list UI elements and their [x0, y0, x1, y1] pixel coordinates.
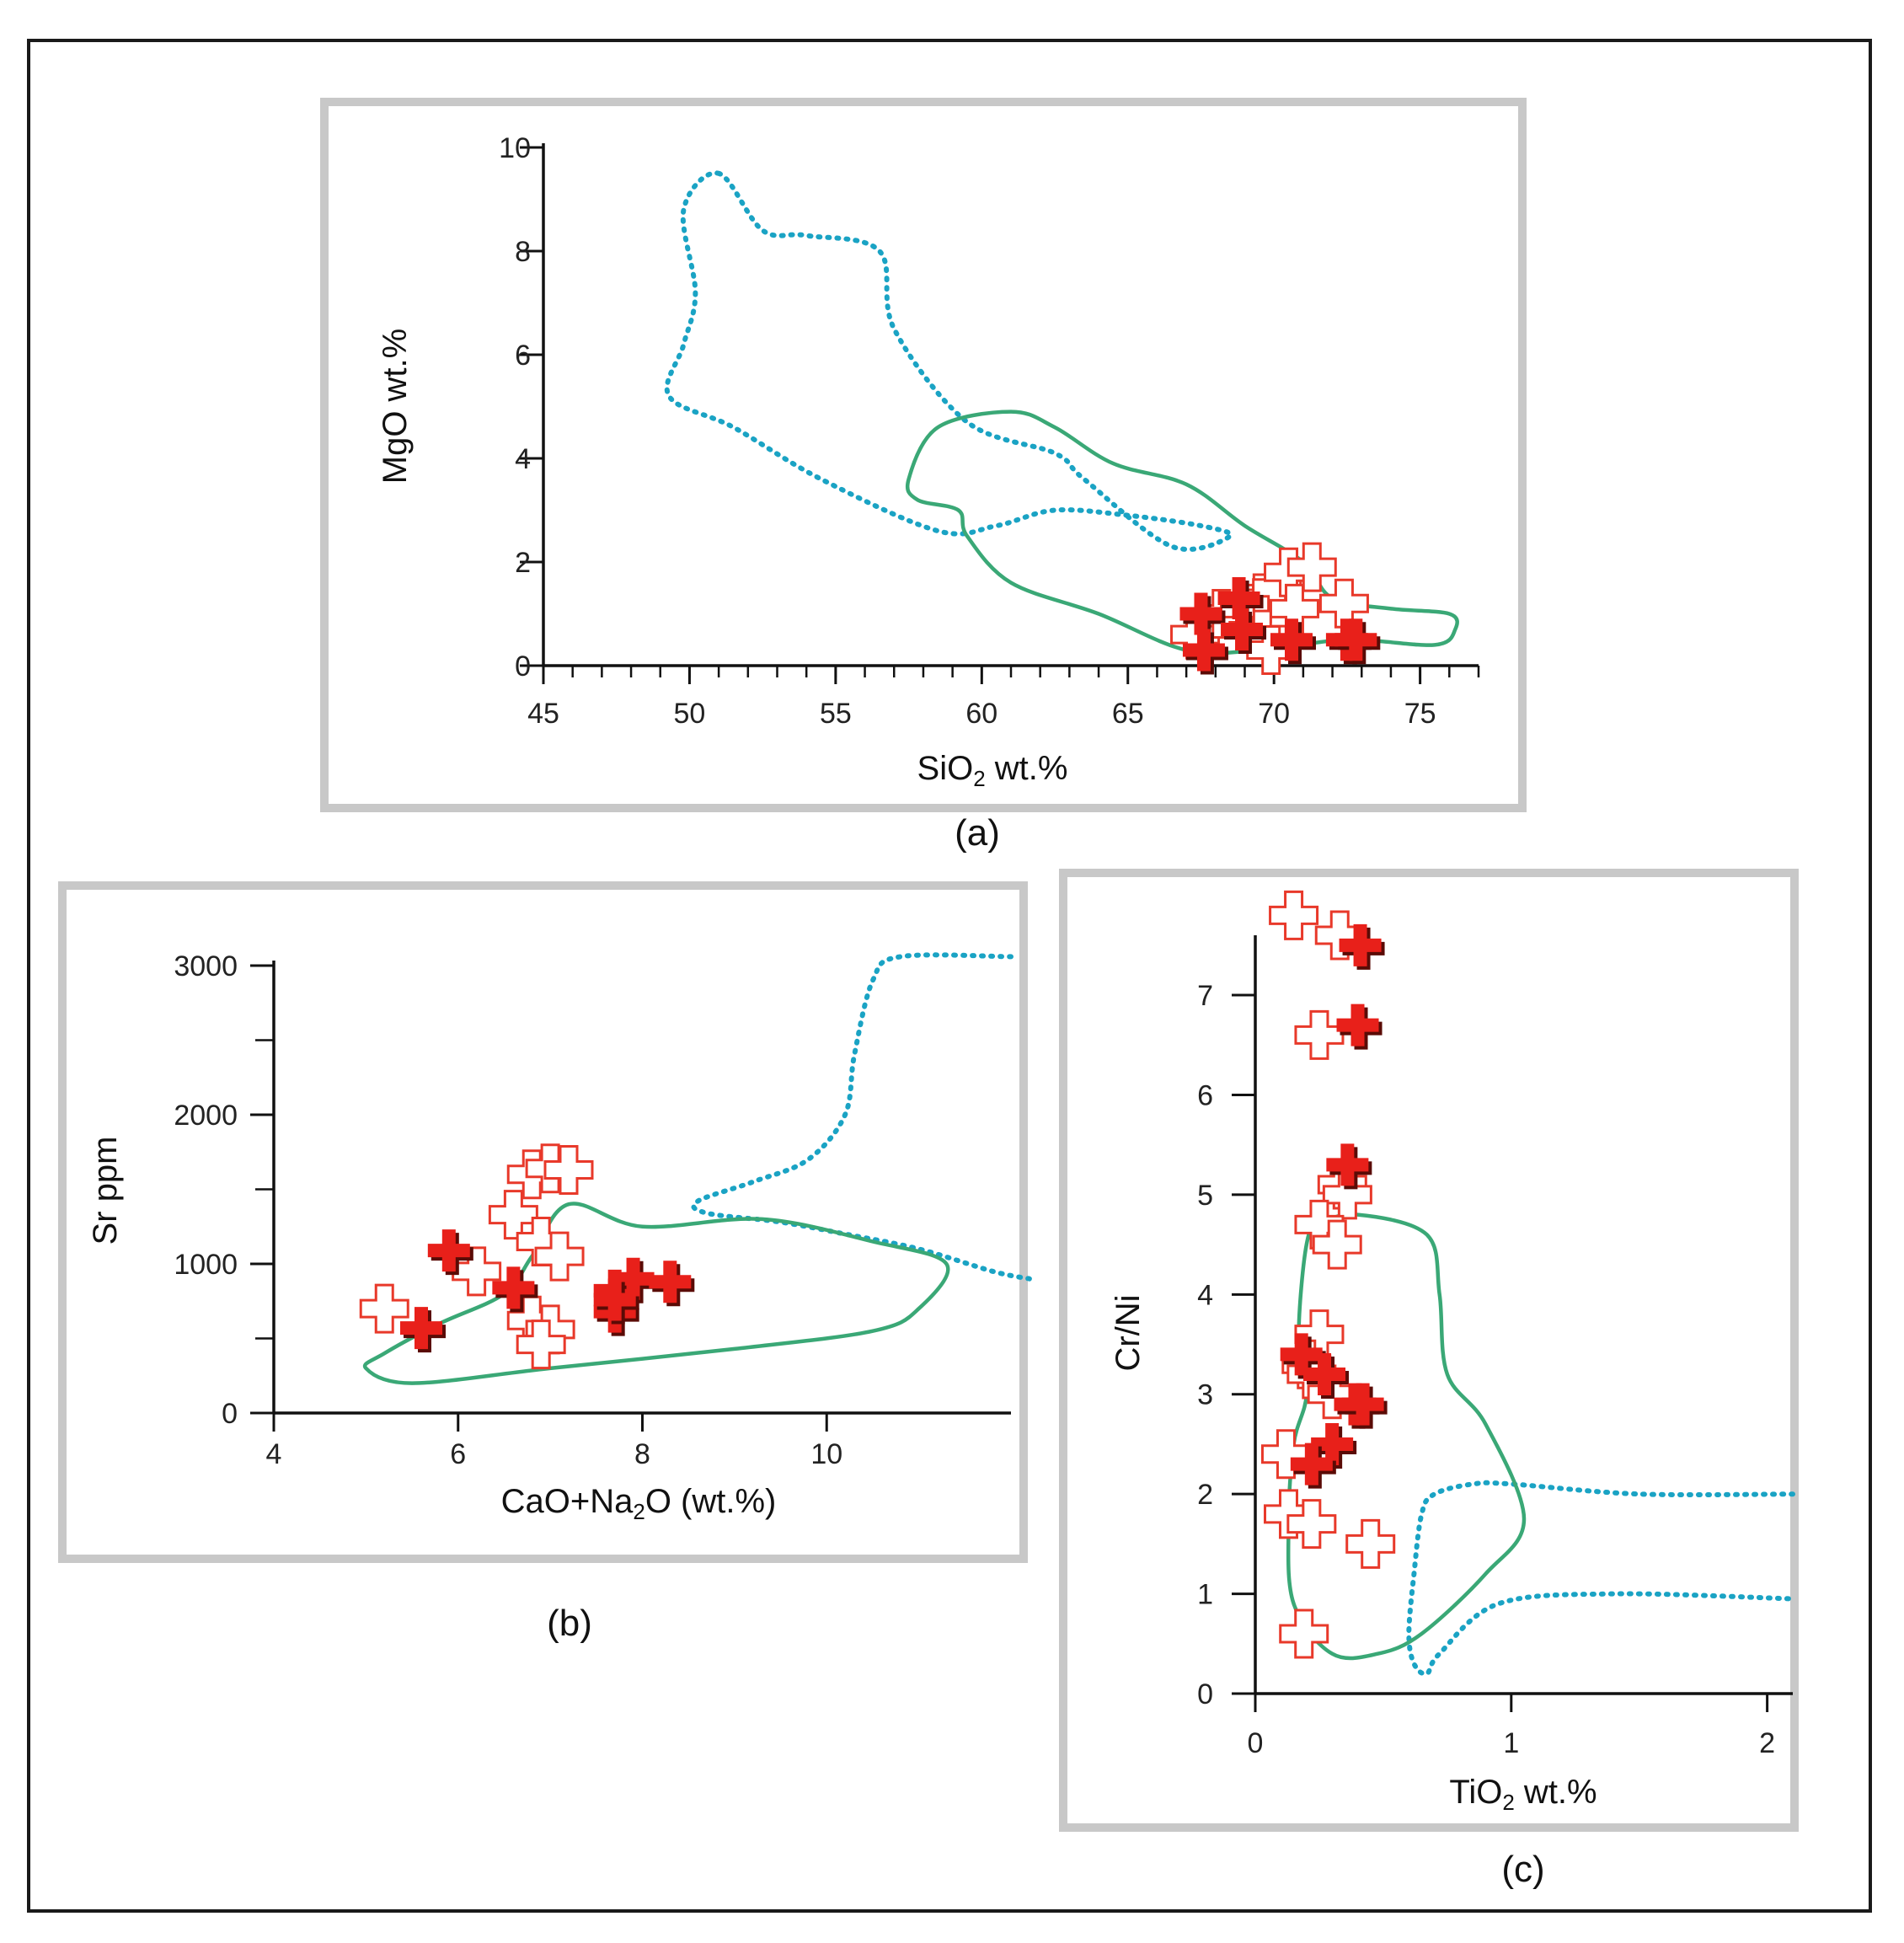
y-axis-title: Sr ppm: [87, 1137, 124, 1245]
filled-cross-marker: [1334, 618, 1377, 661]
solid-field: [362, 1202, 950, 1385]
y-tick-label: 4: [515, 443, 531, 475]
filled-cross-marker: [612, 1257, 655, 1300]
outer-border: [27, 39, 1872, 1913]
y-tick-label: 6: [1197, 1079, 1213, 1111]
x-axis-title-subscript: 2: [633, 1499, 644, 1524]
open-cross-marker: [1345, 1518, 1396, 1569]
x-tick-label: 1: [1503, 1727, 1519, 1759]
filled-cross-marker: [1217, 577, 1260, 620]
panel-a-border: [320, 98, 1527, 812]
x-tick-label: 2: [1759, 1727, 1775, 1759]
filled-cross-marker: [1280, 1333, 1323, 1376]
filled-cross-marker: [1270, 618, 1313, 661]
x-tick-label: 6: [450, 1438, 466, 1470]
x-axis-title-rest: wt.%: [1515, 1774, 1597, 1811]
y-tick-label: 4: [1197, 1279, 1213, 1311]
y-tick-label: 3: [1197, 1379, 1213, 1411]
filled-cross-marker: [427, 1229, 470, 1272]
solid-field: [905, 409, 1459, 656]
y-tick-label: 2000: [174, 1100, 238, 1132]
caption-a: (a): [955, 812, 1000, 854]
open-cross-marker: [1264, 1489, 1313, 1539]
y-tick-label: 2: [1197, 1479, 1213, 1511]
y-tick-label: 10: [499, 132, 531, 164]
filled-cross-marker: [649, 1261, 692, 1303]
open-cross-marker: [1269, 890, 1319, 940]
panel-b-border: [58, 881, 1028, 1563]
y-tick-label: 0: [1197, 1678, 1213, 1710]
x-axis-title: SiO2 wt.%: [917, 750, 1068, 791]
open-cross-marker: [359, 1283, 409, 1334]
y-tick-label: 7: [1197, 980, 1213, 1012]
y-axis-title: MgO wt.%: [377, 329, 414, 484]
y-axis-title: Cr/Ni: [1110, 1294, 1147, 1371]
filled-cross-marker: [1341, 1383, 1384, 1426]
filled-cross-marker: [593, 1278, 636, 1321]
y-tick-label: 5: [1197, 1180, 1213, 1212]
x-axis-title-main: CaO+Na: [501, 1483, 634, 1520]
panel-c-border: [1059, 869, 1799, 1832]
x-axis-title-subscript: 2: [973, 766, 985, 791]
x-tick-label: 4: [266, 1438, 282, 1470]
caption-c: (c): [1501, 1849, 1544, 1890]
open-cross-marker: [1286, 542, 1337, 592]
open-cross-marker: [516, 1319, 566, 1370]
y-tick-label: 8: [515, 236, 531, 268]
x-axis-title-rest: O (wt.%): [645, 1483, 777, 1520]
filled-cross-marker: [1326, 1143, 1369, 1186]
open-cross-marker: [1312, 1219, 1362, 1270]
x-tick-label: 55: [820, 698, 852, 730]
filled-cross-marker: [1336, 1004, 1379, 1046]
x-tick-label: 8: [634, 1438, 650, 1470]
open-cross-marker: [543, 1144, 594, 1195]
open-cross-marker: [1314, 910, 1365, 961]
filled-cross-marker: [1290, 1443, 1333, 1485]
dotted-field: [691, 952, 1032, 1282]
x-tick-label: 60: [965, 698, 997, 730]
dotted-field: [1406, 1480, 1795, 1677]
chart-b: 4 6 8 10 0 1000 2000 3000 CaO+Na2O (wt.%) Sr ppm: [87, 950, 1032, 1524]
x-axis-title-main: SiO: [917, 750, 974, 787]
filled-cross-marker: [1221, 608, 1264, 650]
filled-cross-marker: [1303, 1353, 1346, 1396]
caption-b: (b): [547, 1603, 592, 1644]
x-axis-title: TiO2 wt.%: [1449, 1774, 1596, 1815]
y-tick-label: 3000: [174, 950, 238, 982]
x-tick-label: 75: [1404, 698, 1436, 730]
filled-cross-marker: [1182, 629, 1225, 672]
x-tick-label: 65: [1112, 698, 1144, 730]
y-tick-label: 0: [515, 650, 531, 682]
dotted-field: [664, 170, 1234, 552]
x-axis-title-main: TiO: [1449, 1774, 1502, 1811]
open-cross-marker: [1286, 1499, 1337, 1550]
filled-cross-marker: [400, 1307, 442, 1350]
x-axis-title-subscript: 2: [1502, 1790, 1514, 1815]
x-tick-label: 10: [810, 1438, 842, 1470]
x-tick-label: 70: [1258, 698, 1290, 730]
y-tick-label: 1000: [174, 1249, 238, 1281]
y-tick-label: 0: [222, 1398, 238, 1430]
filled-cross-marker: [1339, 923, 1382, 966]
open-cross-marker: [1294, 1009, 1345, 1060]
filled-cross-marker: [1179, 592, 1222, 635]
x-tick-label: 50: [674, 698, 706, 730]
x-tick-label: 45: [527, 698, 559, 730]
open-cross-marker: [1260, 1429, 1311, 1480]
x-axis-title-rest: wt.%: [986, 750, 1068, 787]
filled-cross-marker: [1311, 1422, 1354, 1465]
y-tick-label: 6: [515, 340, 531, 372]
open-cross-marker: [534, 1231, 585, 1282]
filled-cross-marker: [492, 1266, 535, 1309]
y-tick-label: 1: [1197, 1579, 1213, 1611]
open-cross-marker: [1279, 1608, 1329, 1659]
x-tick-label: 0: [1248, 1727, 1264, 1759]
y-tick-label: 2: [515, 547, 531, 579]
open-cross-marker: [1269, 583, 1319, 634]
solid-field: [1286, 1212, 1527, 1661]
x-axis-title: CaO+Na2O (wt.%): [501, 1483, 777, 1524]
